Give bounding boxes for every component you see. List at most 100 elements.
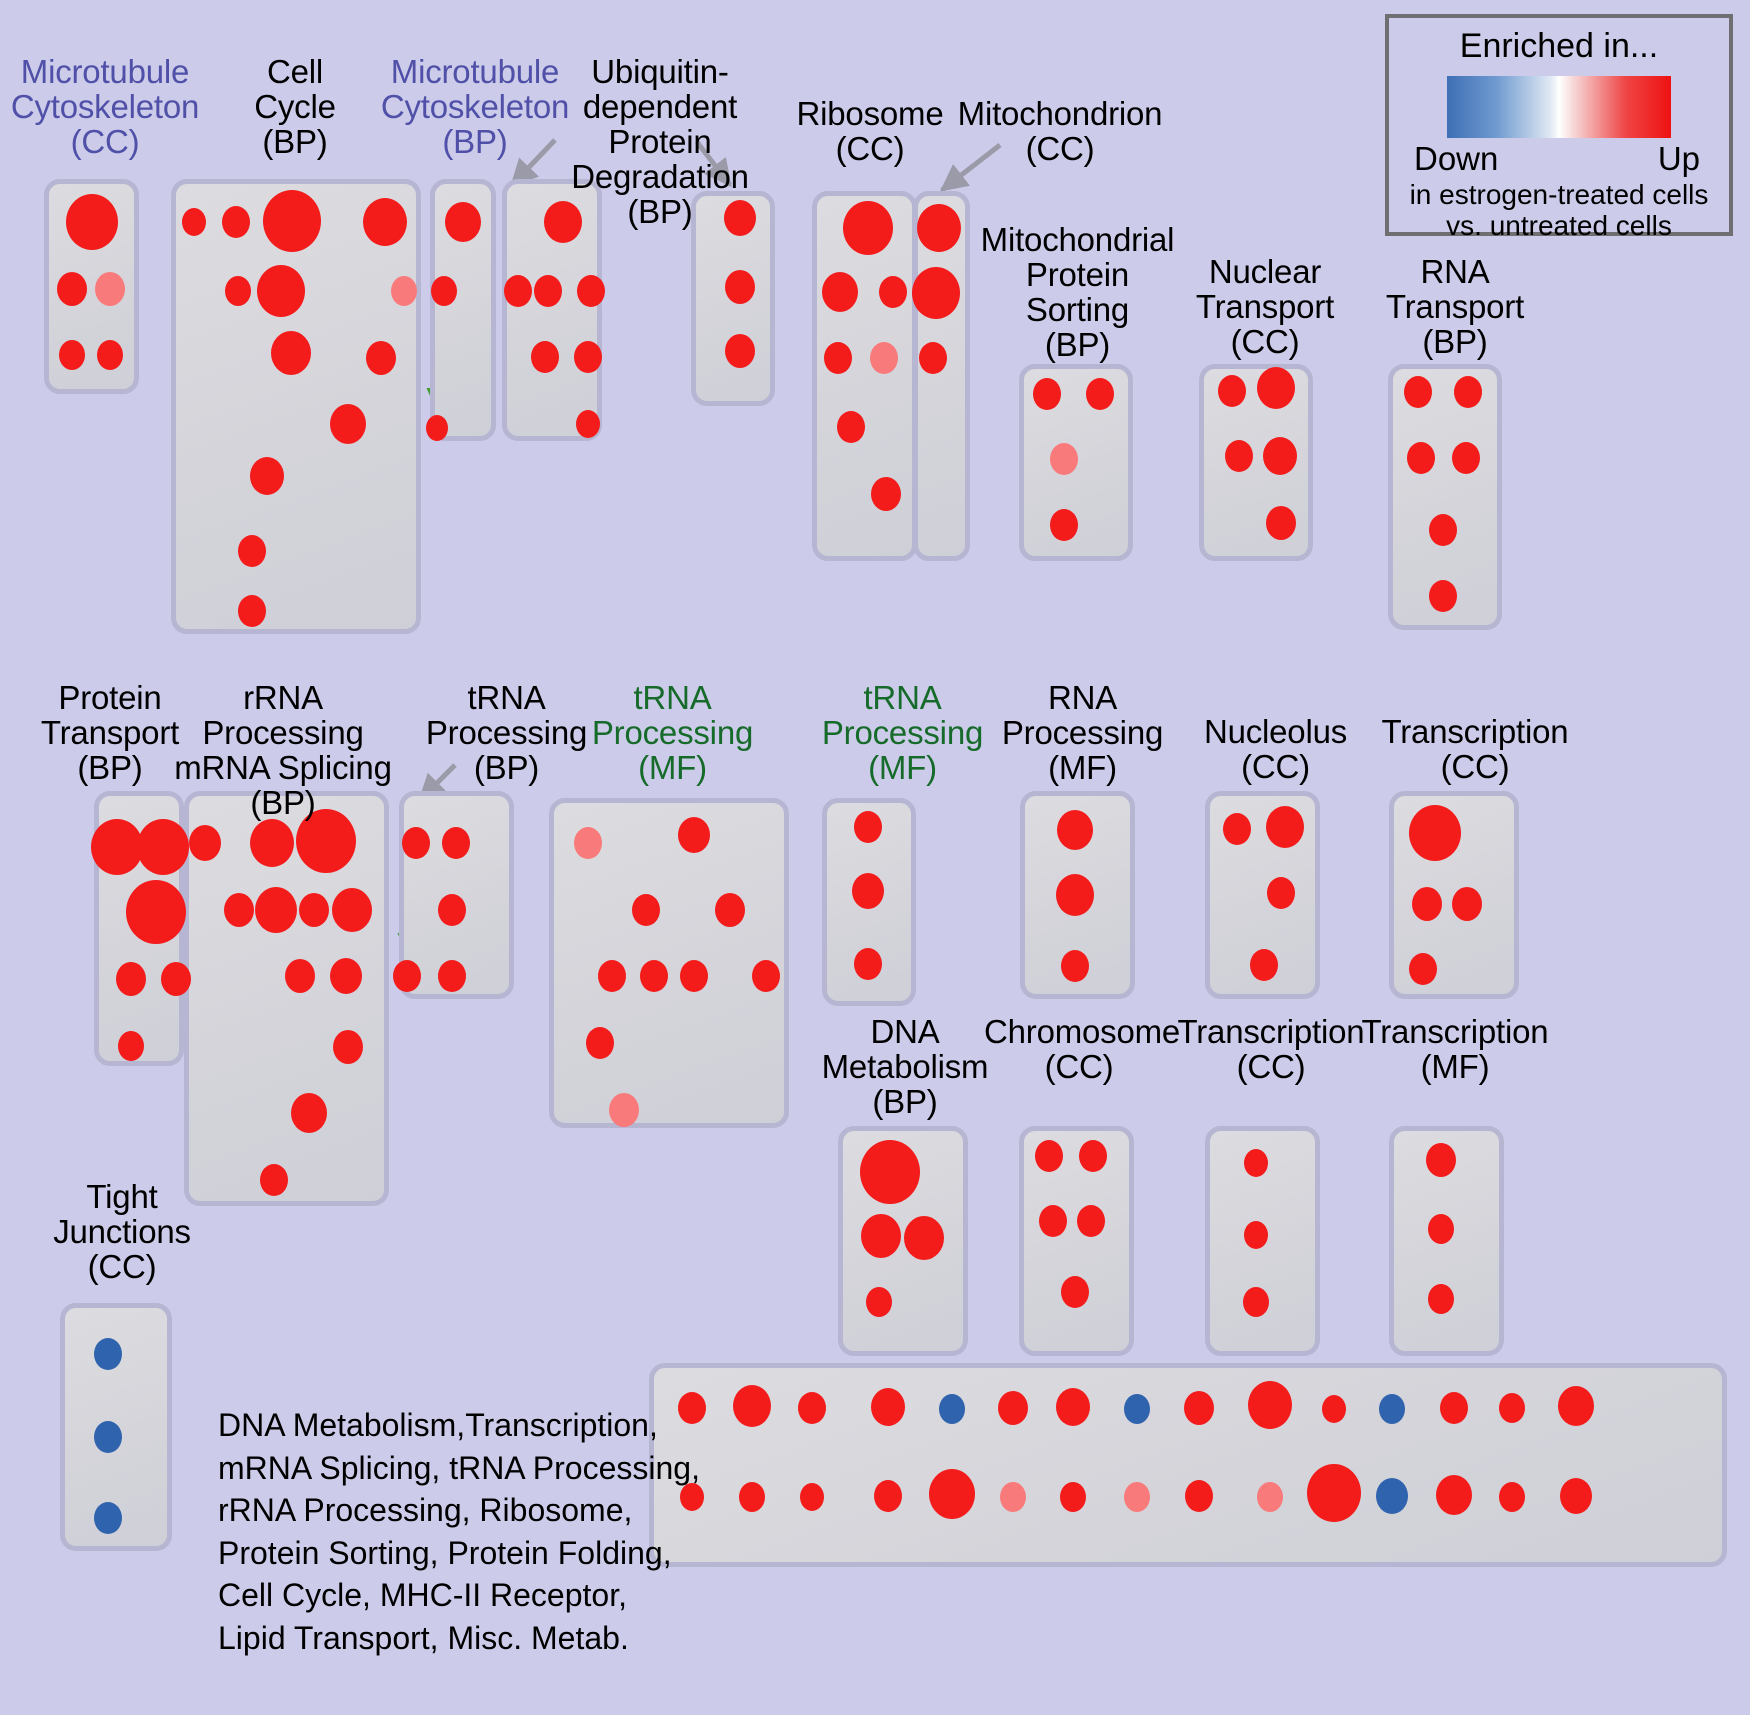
go-term-node[interactable] [1056,1388,1090,1426]
go-term-node[interactable] [260,1164,288,1196]
go-term-node[interactable] [161,962,191,996]
go-term-node[interactable] [574,827,602,859]
go-term-node[interactable] [1426,1143,1456,1177]
go-term-node[interactable] [1266,806,1304,848]
cluster-box-cell-cycle-bp[interactable] [171,179,421,634]
go-term-node[interactable] [1412,887,1442,921]
go-term-node[interactable] [739,1482,765,1512]
go-term-node[interactable] [225,276,251,306]
go-term-node[interactable] [574,341,602,373]
cluster-box-mitochondrion-cc[interactable] [913,191,970,561]
go-term-node[interactable] [504,275,532,307]
go-term-node[interactable] [854,948,882,980]
go-term-node[interactable] [1061,1276,1089,1308]
go-term-node[interactable] [680,1483,704,1511]
go-term-node[interactable] [57,272,87,306]
go-term-node[interactable] [91,819,143,875]
go-term-node[interactable] [725,334,755,368]
go-term-node[interactable] [715,893,745,927]
go-term-node[interactable] [94,1338,122,1370]
go-term-node[interactable] [1077,1205,1105,1237]
go-term-node[interactable] [1379,1394,1405,1424]
go-term-node[interactable] [1000,1482,1026,1512]
go-term-node[interactable] [330,958,362,994]
go-term-node[interactable] [1225,440,1253,472]
go-term-node[interactable] [299,893,329,927]
go-term-node[interactable] [1499,1482,1525,1512]
go-term-node[interactable] [1428,1284,1454,1314]
go-term-node[interactable] [255,887,297,933]
go-term-node[interactable] [1184,1391,1214,1425]
go-term-node[interactable] [250,457,284,495]
go-term-node[interactable] [182,208,206,236]
go-term-node[interactable] [609,1093,639,1127]
go-term-node[interactable] [393,960,421,992]
go-term-node[interactable] [363,198,407,246]
go-term-node[interactable] [426,415,448,441]
go-term-node[interactable] [118,1031,144,1061]
go-term-node[interactable] [798,1392,826,1424]
go-term-node[interactable] [263,190,321,252]
go-term-node[interactable] [1124,1482,1150,1512]
go-term-node[interactable] [1257,367,1295,409]
go-term-node[interactable] [531,341,559,373]
go-term-node[interactable] [271,331,311,375]
go-term-node[interactable] [366,341,396,375]
go-term-node[interactable] [733,1385,771,1427]
go-term-node[interactable] [800,1483,824,1511]
go-term-node[interactable] [576,410,600,438]
go-term-node[interactable] [431,276,457,306]
go-term-node[interactable] [852,873,884,909]
go-term-node[interactable] [1440,1392,1468,1424]
go-term-node[interactable] [861,1214,901,1258]
go-term-node[interactable] [678,817,710,853]
go-term-node[interactable] [1428,1214,1454,1244]
go-term-node[interactable] [391,276,417,306]
go-term-node[interactable] [1376,1478,1408,1514]
go-term-node[interactable] [330,404,366,444]
go-term-node[interactable] [95,272,125,306]
go-term-node[interactable] [1223,813,1251,845]
go-term-node[interactable] [442,827,470,859]
go-term-node[interactable] [116,962,146,996]
go-term-node[interactable] [1560,1478,1592,1514]
go-term-node[interactable] [1322,1395,1346,1423]
go-term-node[interactable] [1454,376,1482,408]
go-term-node[interactable] [1244,1221,1268,1249]
go-term-node[interactable] [1307,1464,1361,1522]
go-term-node[interactable] [837,411,865,443]
go-term-node[interactable] [126,880,186,944]
go-term-node[interactable] [1086,378,1114,410]
go-term-node[interactable] [725,270,755,304]
go-term-node[interactable] [1409,805,1461,861]
go-term-node[interactable] [1266,506,1296,540]
go-term-node[interactable] [879,276,907,308]
go-term-node[interactable] [1185,1480,1213,1512]
go-term-node[interactable] [824,342,852,374]
go-term-node[interactable] [919,342,947,374]
go-term-node[interactable] [822,272,858,312]
go-term-node[interactable] [1409,953,1437,985]
go-term-node[interactable] [678,1392,706,1424]
go-term-node[interactable] [238,535,266,567]
go-term-node[interactable] [843,201,893,255]
go-term-node[interactable] [534,275,562,307]
go-term-node[interactable] [929,1469,975,1519]
go-term-node[interactable] [1057,810,1093,850]
go-term-node[interactable] [1050,443,1078,475]
go-term-node[interactable] [939,1394,965,1424]
go-term-node[interactable] [598,960,626,992]
go-term-node[interactable] [66,194,118,250]
go-term-node[interactable] [912,267,960,319]
go-term-node[interactable] [874,1480,902,1512]
go-term-node[interactable] [1039,1205,1067,1237]
go-term-node[interactable] [1056,874,1094,916]
go-term-node[interactable] [1267,877,1295,909]
go-term-node[interactable] [1436,1475,1472,1515]
go-term-node[interactable] [752,960,780,992]
go-term-node[interactable] [1243,1287,1269,1317]
go-term-node[interactable] [94,1421,122,1453]
go-term-node[interactable] [1404,376,1432,408]
go-term-node[interactable] [296,809,356,873]
go-term-node[interactable] [438,960,466,992]
